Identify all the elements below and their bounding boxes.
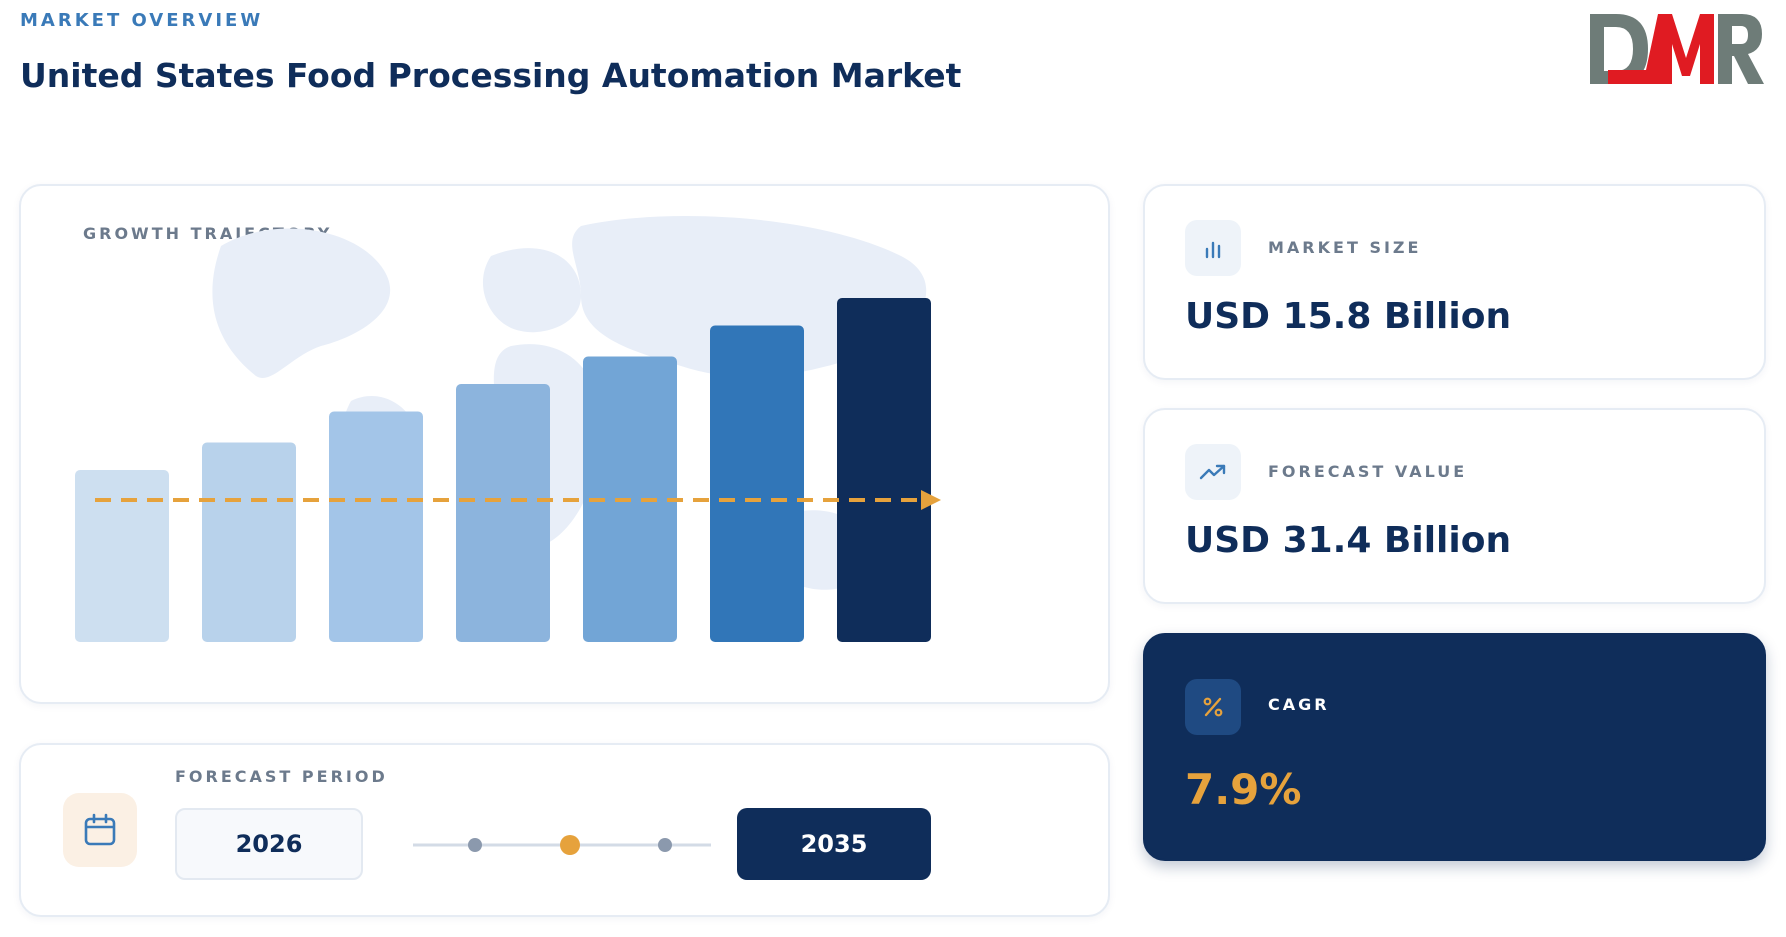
forecast-value-card: FORECAST VALUE USD 31.4 Billion [1143, 408, 1766, 604]
growth-bar-4 [456, 384, 550, 642]
growth-trajectory-card: GROWTH TRAJECTORY [19, 184, 1110, 704]
growth-bar-1 [75, 470, 169, 642]
forecast-period-label: FORECAST PERIOD [175, 767, 388, 786]
timeline-dot-3 [658, 838, 672, 852]
logo-letter-m [1608, 14, 1714, 84]
trending-up-icon [1185, 444, 1241, 500]
growth-bar-7 [837, 298, 931, 642]
dmr-logo [1590, 14, 1764, 84]
bar-chart-icon [1185, 220, 1241, 276]
eyebrow-label: MARKET OVERVIEW [20, 10, 264, 31]
world-map-region-3 [482, 248, 581, 333]
growth-bar-chart [75, 216, 941, 642]
cagr-value: 7.9% [1185, 765, 1302, 814]
forecast-period-card: FORECAST PERIOD 2026 2035 [19, 743, 1110, 917]
timeline-dot-active [560, 835, 580, 855]
end-year-box: 2035 [737, 808, 931, 880]
market-size-value: USD 15.8 Billion [1185, 296, 1512, 337]
period-timeline [413, 835, 711, 855]
cagr-label: CAGR [1268, 695, 1330, 714]
timeline-dot-1 [468, 838, 482, 852]
market-size-label: MARKET SIZE [1268, 238, 1422, 257]
forecast-value-label: FORECAST VALUE [1268, 462, 1468, 481]
forecast-value-value: USD 31.4 Billion [1185, 520, 1512, 561]
growth-bar-3 [329, 411, 423, 642]
calendar-icon [63, 793, 137, 867]
world-map-region-1 [212, 228, 391, 379]
market-size-card: MARKET SIZE USD 15.8 Billion [1143, 184, 1766, 380]
percent-icon [1185, 679, 1241, 735]
growth-bar-2 [202, 442, 296, 642]
logo-letter-d [1590, 14, 1648, 84]
trend-arrow-head [921, 490, 941, 510]
cagr-card: CAGR 7.9% [1143, 633, 1766, 861]
growth-bar-6 [710, 325, 804, 642]
page-title: United States Food Processing Automation… [20, 56, 962, 95]
start-year-box: 2026 [175, 808, 363, 880]
logo-letter-r [1718, 14, 1764, 84]
